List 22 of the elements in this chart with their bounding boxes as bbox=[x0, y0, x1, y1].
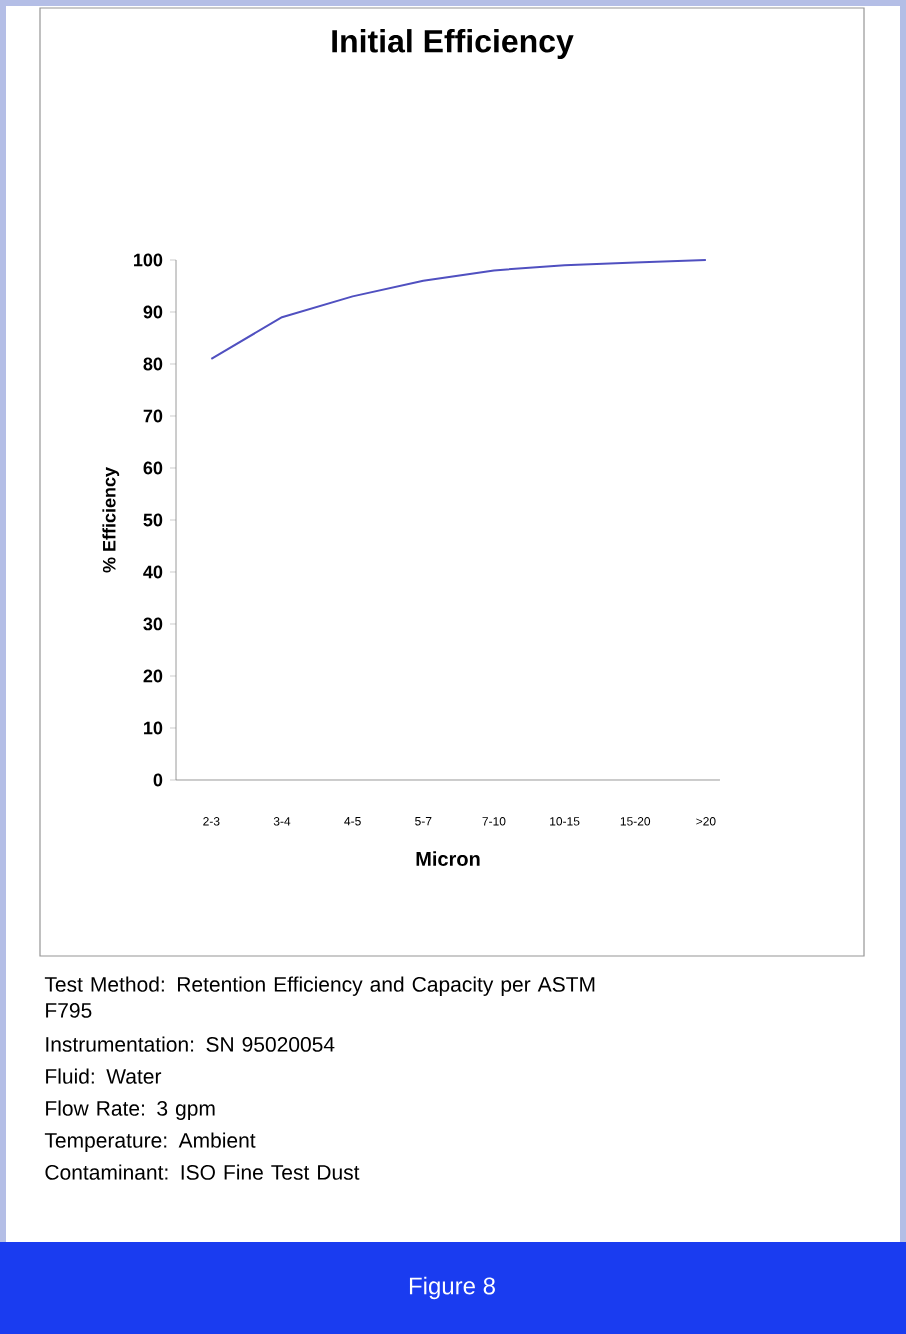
chart-title: Initial Efficiency bbox=[332, 29, 574, 59]
line-series bbox=[210, 259, 707, 360]
y-tick-label: 10 bbox=[144, 721, 163, 735]
y-tick-label: 0 bbox=[153, 773, 163, 787]
y-tick-label: 80 bbox=[143, 357, 163, 371]
text: Flow Rate: 3 gpm bbox=[46, 1100, 215, 1120]
text: Contaminant: ISO Fine Test Dust bbox=[45, 1164, 360, 1180]
y-axis-title: % Efficiency bbox=[102, 467, 120, 573]
y-tick-label: 100 bbox=[134, 253, 163, 267]
y-tick-label: 70 bbox=[143, 409, 163, 423]
y-tick-label: 90 bbox=[143, 305, 163, 319]
text: Fluid: Water bbox=[46, 1068, 162, 1084]
caption: Figure 8 bbox=[409, 1276, 495, 1300]
y-tick-label: 60 bbox=[143, 461, 163, 475]
y-tick-label: 40 bbox=[143, 565, 163, 579]
x-axis-title: Micron bbox=[416, 851, 480, 866]
text: Temperature: Ambient bbox=[44, 1132, 256, 1152]
text: Test Method: Retention Efficiency and Capacity per ASTM F795 bbox=[44, 976, 595, 1018]
text: Instrumentation: SN 95020054 bbox=[46, 1036, 335, 1052]
y-tick-label: 50 bbox=[143, 513, 163, 527]
y-tick-label: 20 bbox=[143, 669, 163, 683]
y-tick-label: 30 bbox=[143, 617, 163, 631]
